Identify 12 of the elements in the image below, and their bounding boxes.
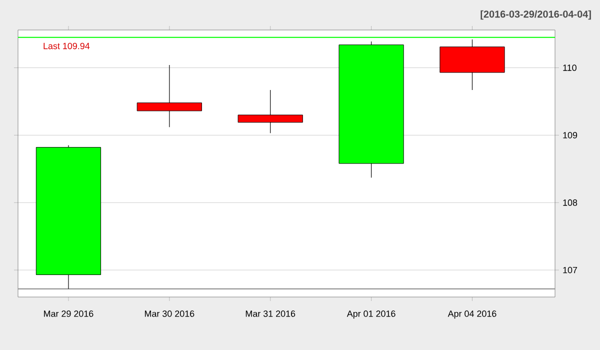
x-tick-label: Mar 31 2016 — [246, 310, 296, 317]
x-tick-label: Mar 29 2016 — [44, 310, 94, 317]
x-tick-label: Apr 04 2016 — [448, 310, 496, 319]
chart-subtitle: [2016-03-29/2016-04-04] — [480, 10, 591, 20]
y-tick-label: 107 — [563, 266, 578, 274]
x-tick-label: Apr 01 2016 — [346, 310, 396, 319]
y-tick-label: 110 — [563, 64, 576, 71]
y-tick-label: 109 — [563, 132, 578, 138]
annotation: Last 109.94 — [44, 42, 90, 50]
candlestick — [136, 64, 202, 128]
y-tick-label: 108 — [563, 199, 578, 206]
x-tick-label: Mar 30 2016 — [144, 310, 194, 317]
